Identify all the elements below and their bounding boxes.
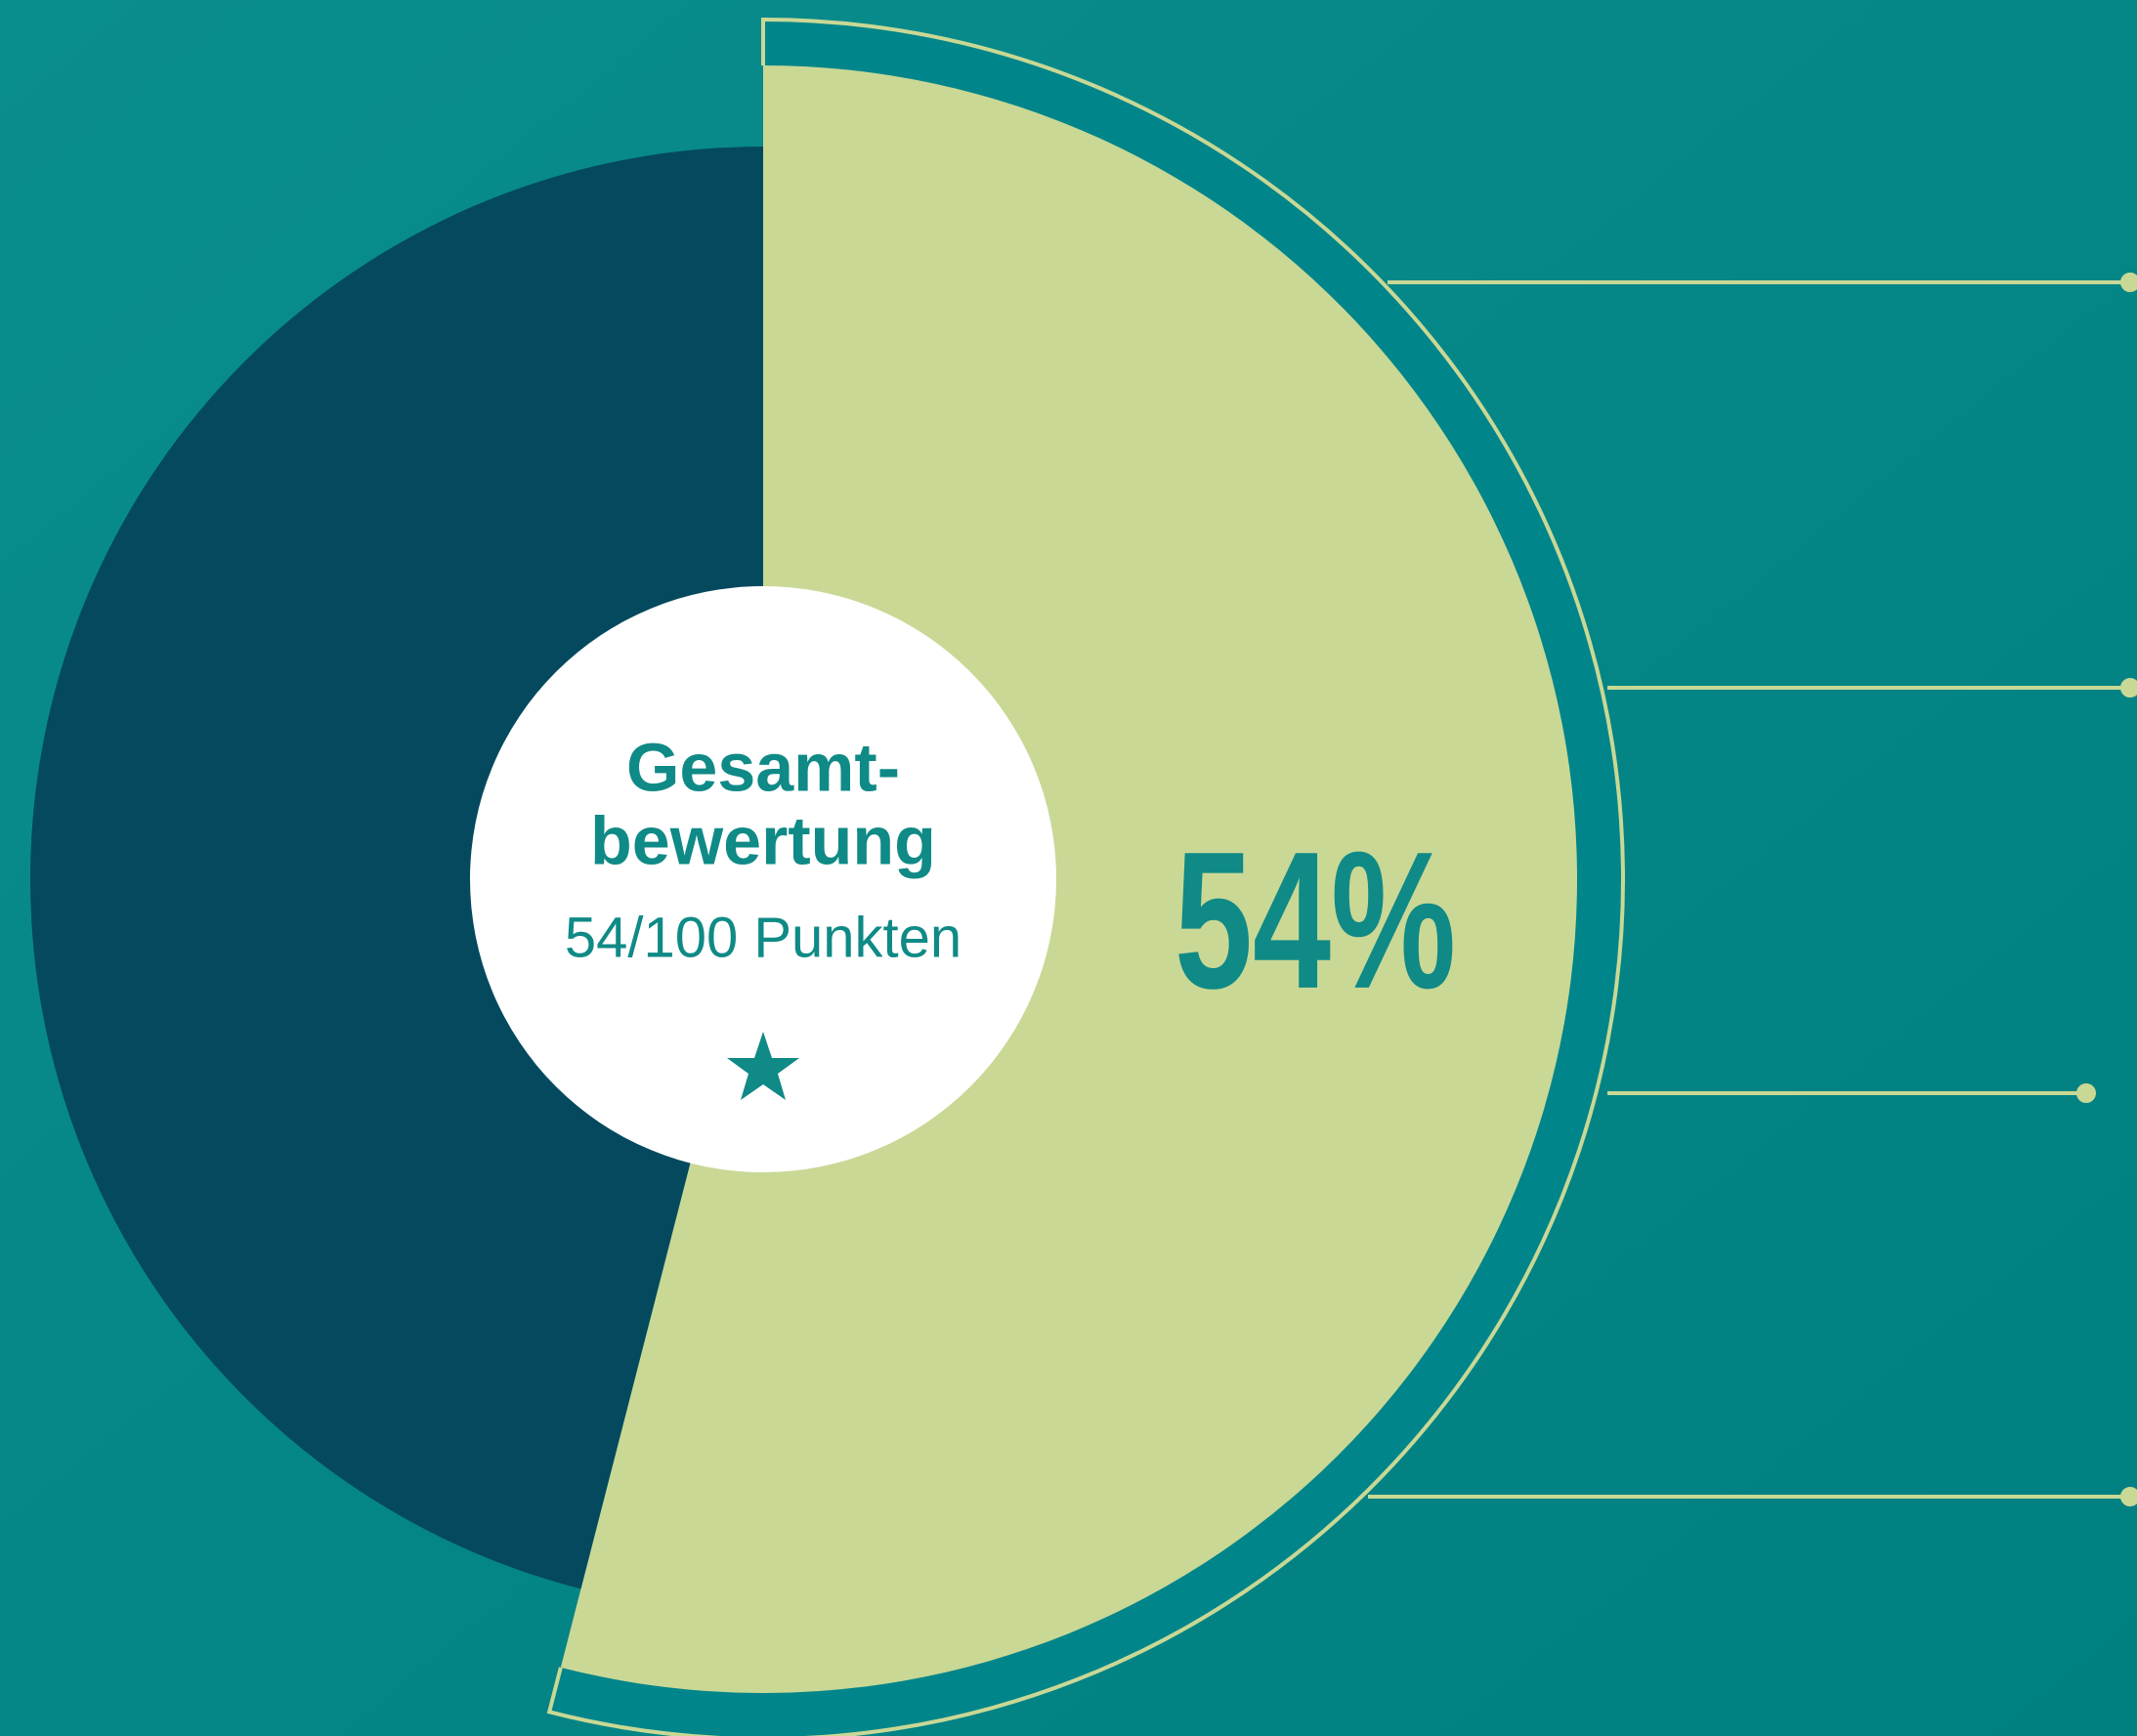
title-line: Gesamt- — [626, 729, 900, 805]
title-line: bewertung — [590, 802, 936, 878]
star-icon — [727, 1032, 799, 1100]
center-circle — [470, 586, 1056, 1172]
pie — [30, 17, 1626, 1736]
pie-slice — [560, 65, 1577, 1693]
connector-lines — [1368, 273, 2137, 1506]
value-label: 54% — [1175, 810, 1456, 1029]
segment-outline — [546, 17, 1626, 1736]
pie-slice — [30, 147, 763, 1589]
subtitle: 54/100 Punkten — [565, 906, 962, 969]
